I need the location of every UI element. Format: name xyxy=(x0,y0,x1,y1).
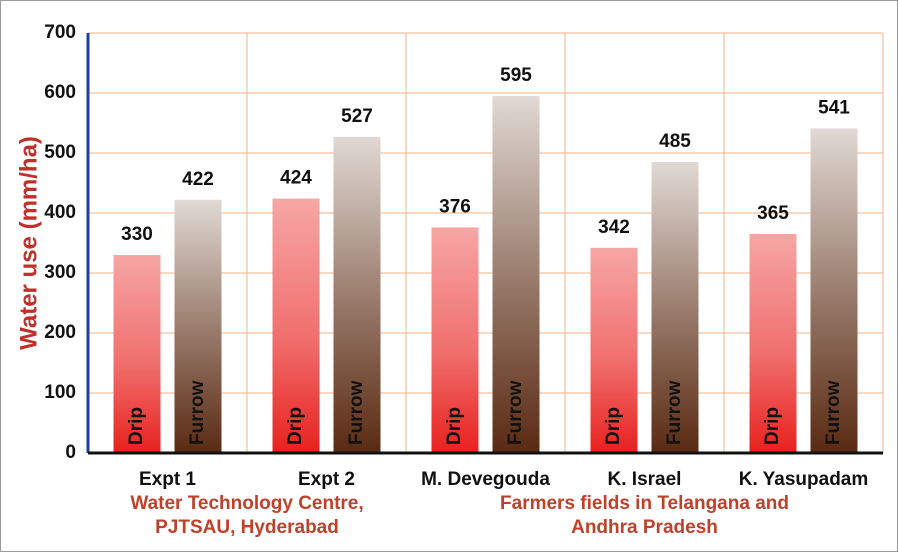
bar xyxy=(174,199,222,453)
value-label: 330 xyxy=(121,224,153,245)
value-label: 485 xyxy=(659,131,691,152)
bar xyxy=(492,96,540,453)
series-label: Drip xyxy=(444,407,465,445)
bar xyxy=(113,255,161,453)
bar xyxy=(651,162,699,453)
x-tick-label: K. Yasupadam xyxy=(739,469,869,490)
series-label: Furrow xyxy=(505,380,526,445)
y-axis-label: Water use (mm/ha) xyxy=(15,136,42,350)
series-label: Drip xyxy=(603,407,624,445)
bar xyxy=(333,136,381,454)
series-label: Furrow xyxy=(346,380,367,445)
series-label: Drip xyxy=(762,407,783,445)
x-tick-label: Expt 1 xyxy=(139,469,196,490)
y-tick-label: 200 xyxy=(44,322,76,343)
x-tick-label: Expt 2 xyxy=(298,469,355,490)
value-label: 422 xyxy=(182,169,214,190)
y-tick-label: 300 xyxy=(44,262,76,283)
y-tick-label: 100 xyxy=(44,382,76,403)
bar xyxy=(590,247,638,453)
group-label: Farmers fields in Telangana and xyxy=(500,493,789,514)
y-tick-label: 600 xyxy=(44,82,76,103)
series-label: Furrow xyxy=(823,380,844,445)
value-label: 527 xyxy=(341,106,373,127)
value-label: 595 xyxy=(500,65,532,86)
value-label: 424 xyxy=(280,168,312,189)
bar xyxy=(272,198,320,453)
value-label: 376 xyxy=(439,196,471,217)
y-tick-label: 700 xyxy=(44,22,76,43)
value-label: 342 xyxy=(598,217,630,238)
group-label: Water Technology Centre, xyxy=(130,493,363,514)
x-tick-label: M. Devegouda xyxy=(421,469,550,490)
bar xyxy=(810,128,858,453)
group-label: PJTSAU, Hyderabad xyxy=(155,517,339,538)
value-label: 365 xyxy=(757,203,789,224)
y-tick-label: 0 xyxy=(65,442,76,463)
y-tick-label: 400 xyxy=(44,202,76,223)
y-tick-label: 500 xyxy=(44,142,76,163)
value-label: 541 xyxy=(818,97,850,118)
series-label: Drip xyxy=(126,407,147,445)
x-tick-label: K. Israel xyxy=(608,469,682,490)
series-label: Furrow xyxy=(664,380,685,445)
series-label: Drip xyxy=(285,407,306,445)
bar xyxy=(749,234,797,453)
group-label: Andhra Pradesh xyxy=(571,517,718,538)
series-label: Furrow xyxy=(187,380,208,445)
bar xyxy=(431,227,479,453)
